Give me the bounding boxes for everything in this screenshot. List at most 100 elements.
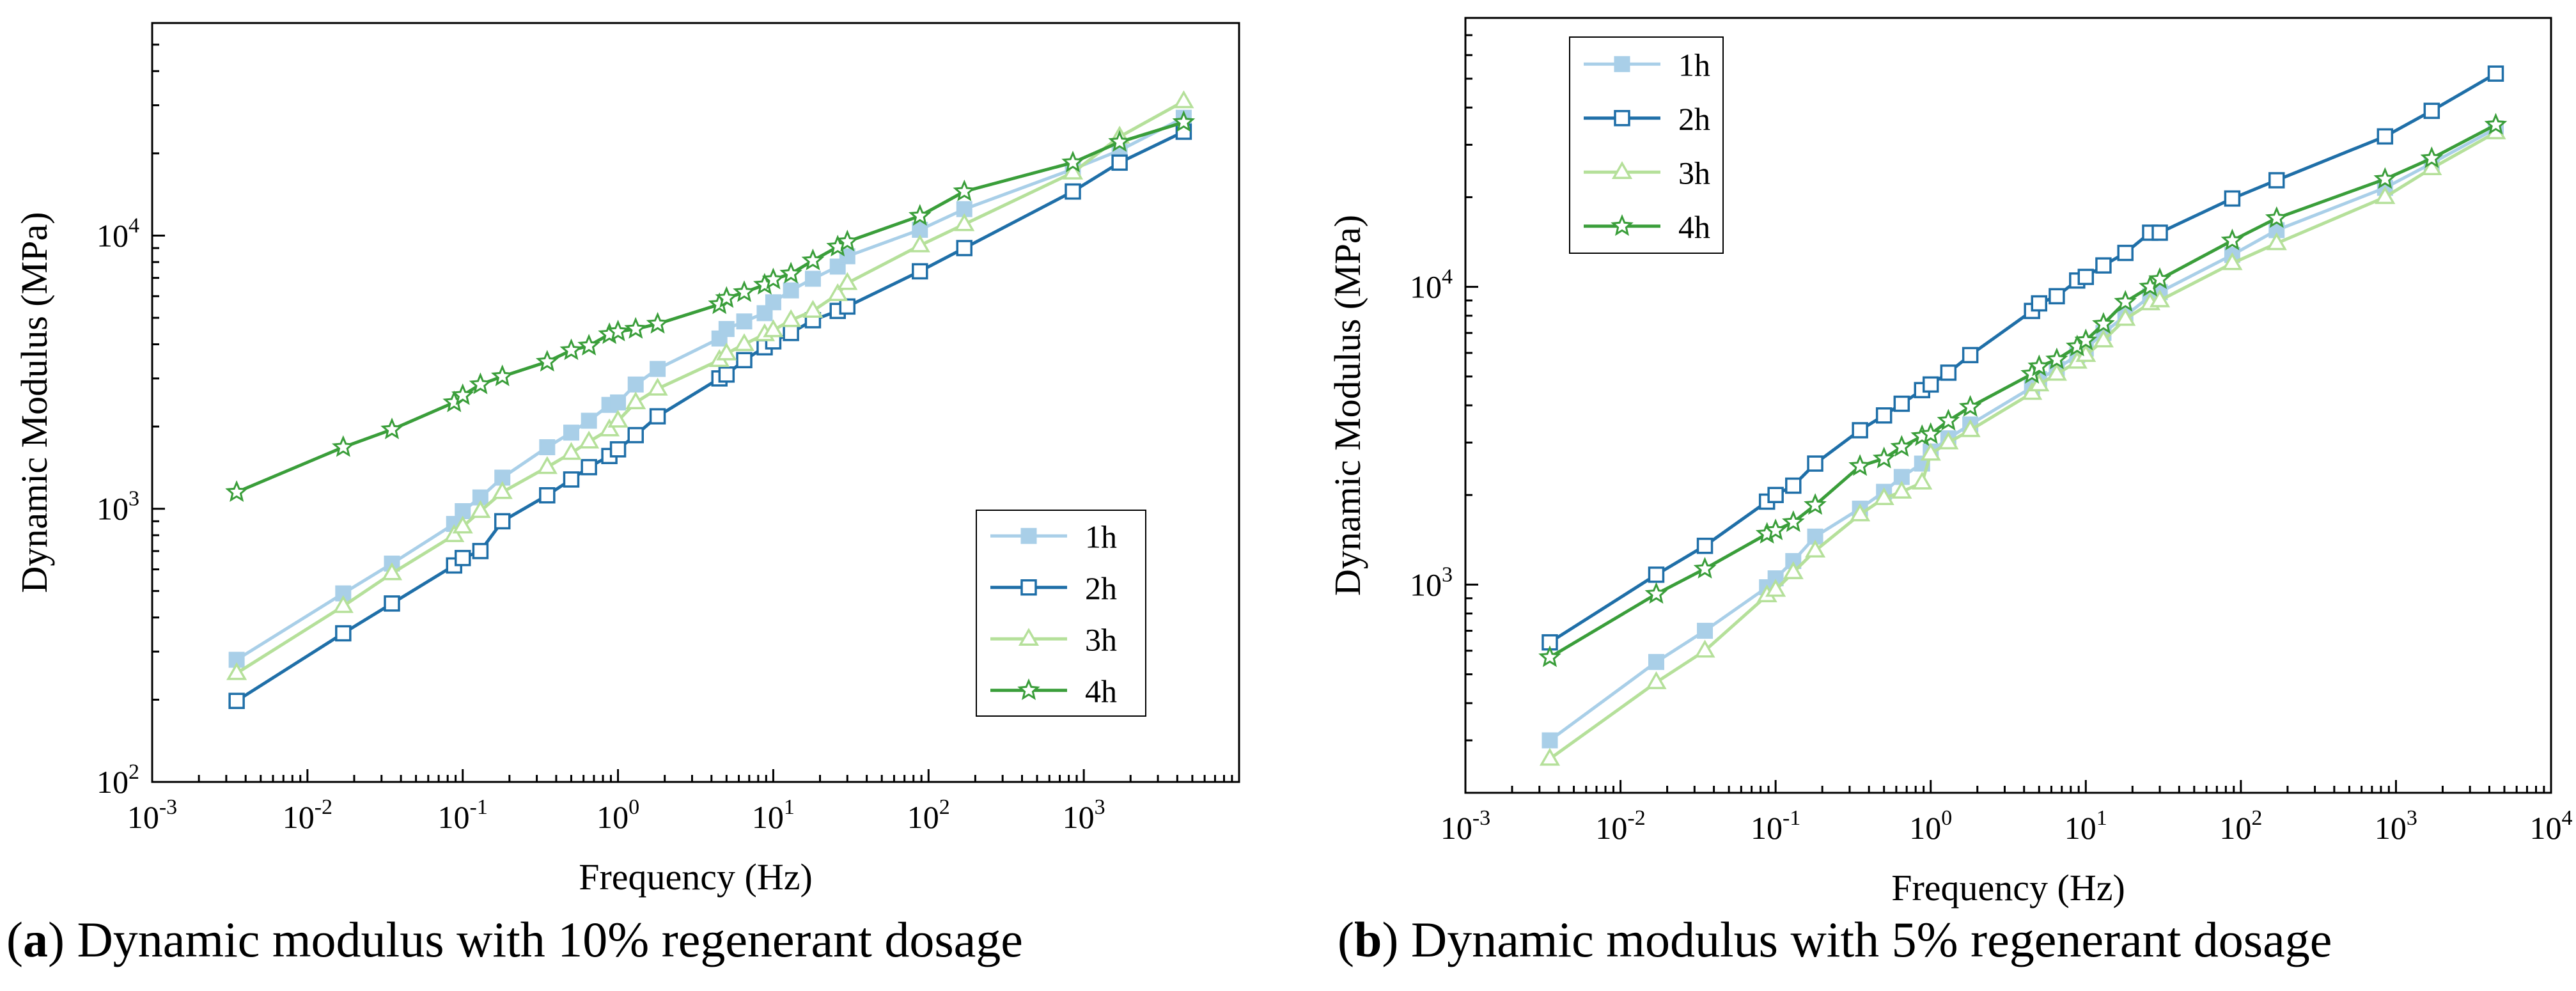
data-point-3h [909, 234, 930, 253]
data-point-3h [2375, 186, 2396, 205]
legend-label-3h: 3h [1678, 155, 1710, 191]
data-point-2h [839, 298, 856, 315]
series-line-1h [235, 116, 1185, 662]
legend-box [1569, 36, 1724, 254]
data-point-4h [331, 435, 355, 457]
data-point-2h [581, 458, 597, 476]
data-point-2h [2377, 128, 2394, 145]
data-point-2h [2268, 172, 2285, 189]
series-line-4h [1549, 123, 2497, 659]
data-point-4h [779, 261, 802, 284]
legend-marker-4h [1611, 214, 1634, 236]
data-point-2h [539, 487, 556, 504]
data-point-2h [736, 352, 753, 369]
data-point-4h [2074, 328, 2098, 350]
chart-panel-a: 10-3 10-2 10-1 100 101 102 103 102 103 104 Frequen… [13, 22, 1240, 898]
legend-label-2h: 2h [1678, 101, 1710, 137]
data-point-3h [1646, 671, 1667, 689]
data-point-3h [954, 213, 975, 231]
data-point-2h [1893, 395, 1910, 412]
data-point-4h [490, 364, 514, 386]
x-tick-label: 101 [2065, 806, 2107, 846]
y-axis-title: Dynamic Modulus (MPa) [1327, 215, 1368, 596]
data-point-4h [1919, 422, 1942, 444]
data-point-2h [228, 692, 245, 709]
data-point-4h [2420, 146, 2444, 168]
y-tick-label: 102 [97, 760, 139, 800]
legend-box [976, 510, 1146, 717]
chart-panel-b: 10-3 10-2 10-1 100 101 102 103 104 103 104 Frequen… [1327, 17, 2573, 909]
data-point-1h [1542, 732, 1558, 749]
data-point-3h [2022, 382, 2043, 400]
data-point-4h [1764, 519, 1788, 540]
data-point-4h [733, 280, 756, 302]
data-point-4h [1061, 150, 1084, 173]
data-point-2h [783, 325, 799, 341]
data-point-3h [1873, 487, 1894, 506]
data-point-2h [1807, 455, 1823, 472]
data-point-3h [1850, 503, 1871, 522]
data-point-2h [956, 240, 973, 256]
data-point-2h [718, 366, 735, 383]
legend: 1h 2h 3h 4h [1569, 36, 1724, 254]
data-point-3h [733, 333, 755, 352]
data-point-2h [2095, 257, 2112, 274]
data-point-1h [563, 425, 579, 441]
data-point-4h [2148, 267, 2171, 290]
data-point-3h [444, 524, 465, 542]
caption-a: (a) Dynamic modulus with 10% regenerant … [6, 912, 1023, 967]
data-point-4h [908, 203, 932, 226]
data-point-3h [579, 430, 600, 449]
caption-a-label: a [22, 912, 48, 967]
x-tick-label: 10-1 [438, 795, 488, 835]
data-point-1h [539, 439, 556, 455]
data-point-2h [2423, 102, 2440, 120]
series-4h [1538, 113, 2508, 667]
x-tick-label: 100 [597, 795, 639, 835]
series-line-2h [1549, 72, 2497, 644]
data-point-4h [624, 316, 648, 339]
y-tick-label: 104 [97, 214, 139, 253]
data-point-2h [2031, 295, 2048, 312]
legend-marker-4h [1017, 678, 1040, 700]
data-point-3h [598, 418, 620, 437]
data-point-3h [470, 500, 491, 519]
data-point-3h [332, 595, 354, 613]
data-point-3h [1938, 431, 1959, 449]
data-point-4h [2114, 290, 2137, 312]
x-tick-label: 103 [2375, 806, 2417, 846]
data-point-3h [802, 300, 824, 318]
legend-marker-2h [1614, 110, 1630, 127]
data-point-4h [1693, 557, 1717, 579]
data-point-2h [494, 513, 511, 530]
data-point-4h [801, 248, 825, 270]
x-axis-title: Frequency (Hz) [579, 856, 813, 898]
data-point-2h [384, 595, 400, 612]
x-tick-label: 102 [2219, 806, 2262, 846]
series-line-2h [235, 130, 1185, 703]
x-tick-label: 104 [2530, 806, 2573, 846]
series-2h [1542, 65, 2504, 651]
legend-label-2h: 2h [1085, 570, 1117, 606]
data-point-1h [783, 282, 799, 299]
data-point-2h [2487, 65, 2504, 82]
data-point-3h [1920, 442, 1941, 461]
data-point-4h [646, 311, 669, 334]
data-point-3h [1062, 161, 1084, 180]
data-point-3h [1960, 419, 1981, 437]
data-point-4h [1172, 110, 1196, 132]
data-point-1h [610, 394, 627, 410]
data-point-3h [716, 342, 737, 361]
data-point-4h [2045, 347, 2068, 370]
data-point-3h [2266, 232, 2287, 251]
data-point-4h [577, 334, 601, 355]
data-point-2h [1875, 407, 1893, 424]
x-axis-title: Frequency (Hz) [1891, 867, 2125, 909]
data-point-2h [1111, 154, 1128, 171]
data-point-3h [1173, 90, 1194, 109]
legend-label-3h: 3h [1085, 621, 1117, 657]
y-axis-title: Dynamic Modulus (MPa) [13, 212, 55, 593]
data-point-2h [912, 263, 928, 280]
data-point-1h [736, 313, 753, 330]
